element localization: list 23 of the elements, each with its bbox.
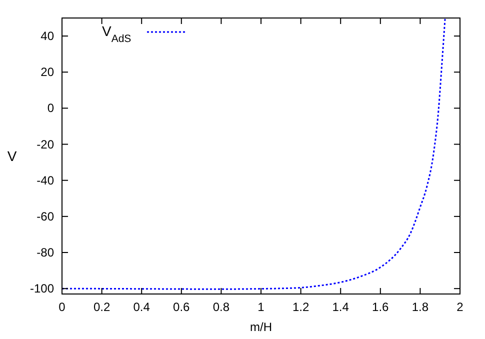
- x-tick-label: 0.8: [212, 300, 230, 314]
- x-tick-label: 1.8: [412, 300, 429, 314]
- x-tick-label: 1.2: [292, 300, 310, 314]
- x-axis-title: m/H: [250, 320, 272, 334]
- y-tick-label: 0: [47, 101, 54, 116]
- line-series: [62, 18, 446, 290]
- x-tick-label: 0.2: [93, 300, 110, 314]
- x-tick-label: 1.6: [372, 300, 390, 314]
- y-tick-label: 40: [40, 29, 54, 44]
- y-tick-label: -80: [36, 246, 54, 260]
- x-tick-label: 0: [58, 300, 66, 314]
- x-tick-label: 1.4: [332, 300, 350, 314]
- y-tick-label: -100: [30, 282, 54, 296]
- legend-label: V$_{AdS}$: [102, 23, 132, 45]
- y-tick-label: -20: [36, 137, 54, 152]
- y-tick-label: -40: [36, 173, 54, 188]
- y-axis-title: V: [7, 148, 18, 164]
- y-tick-label: 20: [40, 65, 54, 80]
- y-tick-label: -60: [36, 209, 54, 224]
- x-tick-label: 2: [456, 300, 464, 314]
- x-tick-label: 0.4: [133, 300, 150, 314]
- x-tick-label: 0.6: [173, 300, 190, 314]
- x-tick-label: 1: [258, 300, 265, 314]
